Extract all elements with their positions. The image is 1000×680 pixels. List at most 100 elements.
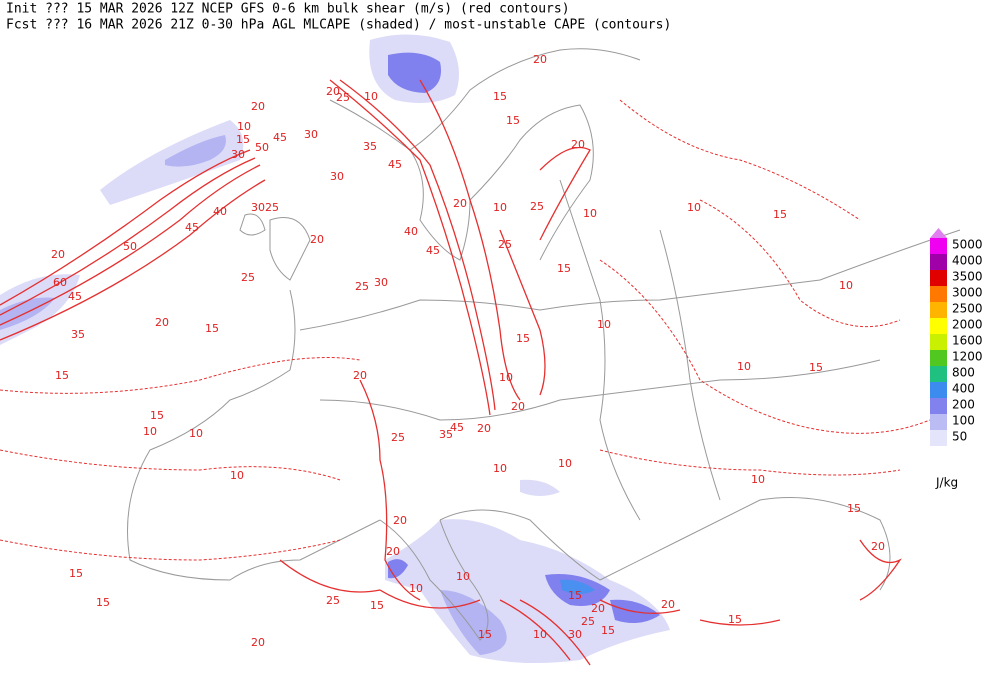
contour-label: 20 xyxy=(477,422,491,435)
contour xyxy=(699,199,901,328)
contour-label: 15 xyxy=(773,208,787,221)
contour xyxy=(0,449,341,481)
contour xyxy=(859,539,902,601)
contour-label: 25 xyxy=(581,615,595,628)
contour-label: 15 xyxy=(557,262,571,275)
contour-label: 10 xyxy=(230,469,244,482)
contour-label: 10 xyxy=(687,201,701,214)
contour-label: 25 xyxy=(336,91,350,104)
contour xyxy=(0,157,256,316)
contour xyxy=(0,357,361,394)
contour-label: 15 xyxy=(150,409,164,422)
contour-label: 15 xyxy=(96,596,110,609)
contour xyxy=(419,79,521,401)
contour-label: 15 xyxy=(478,628,492,641)
colorbar-swatch xyxy=(930,350,947,366)
header-line: Fcst ??? 16 MAR 2026 21Z 0-30 hPa AGL ML… xyxy=(6,18,671,33)
colorbar-unit: J/kg xyxy=(935,476,958,490)
contour-label: 45 xyxy=(450,421,464,434)
colorbar-swatch xyxy=(930,238,947,254)
contour-label: 15 xyxy=(568,589,582,602)
contour-label: 20 xyxy=(310,233,324,246)
contour-label: 10 xyxy=(409,582,423,595)
border xyxy=(659,229,721,501)
colorbar: 5000 4000 3500 3000 2500 2000 1600 1200 800 400 20… xyxy=(930,228,983,446)
contour xyxy=(359,379,421,601)
contour-label: 10 xyxy=(456,570,470,583)
border xyxy=(319,359,881,421)
colorbar-swatch xyxy=(930,334,947,350)
contour-label: 15 xyxy=(847,502,861,515)
contour-label: 10 xyxy=(597,318,611,331)
contour-label: 15 xyxy=(809,361,823,374)
coastline xyxy=(379,519,489,641)
contour-label: 20 xyxy=(251,636,265,649)
contour xyxy=(0,164,261,326)
colorbar-label: 1200 xyxy=(952,350,983,364)
border xyxy=(559,179,641,521)
contour-label: 15 xyxy=(236,133,250,146)
contour xyxy=(619,99,861,221)
contour-label: 45 xyxy=(426,244,440,257)
colorbar-swatch xyxy=(930,270,947,286)
colorbar-label: 200 xyxy=(952,398,975,412)
contour-label: 20 xyxy=(251,100,265,113)
contour xyxy=(0,179,266,341)
colorbar-swatch xyxy=(930,254,947,270)
colorbar-swatch xyxy=(930,414,947,430)
colorbar-label: 2500 xyxy=(952,302,983,316)
contour-label: 25 xyxy=(530,200,544,213)
contour-label: 15 xyxy=(370,599,384,612)
contour-label: 30 xyxy=(231,148,245,161)
colorbar-label: 400 xyxy=(952,382,975,396)
shade xyxy=(385,519,670,664)
contour-label: 10 xyxy=(751,473,765,486)
contour-label: 15 xyxy=(516,332,530,345)
colorbar-label: 5000 xyxy=(952,238,983,252)
shear-contours xyxy=(0,79,931,666)
contour-label: 15 xyxy=(728,613,742,626)
contour-label: 20 xyxy=(511,400,525,413)
coastline xyxy=(269,217,311,281)
border xyxy=(299,229,961,331)
coastline xyxy=(329,48,641,151)
colorbar-label: 2000 xyxy=(952,318,983,332)
contour xyxy=(539,146,591,241)
colorbar-label: 800 xyxy=(952,366,975,380)
coastline xyxy=(409,149,471,261)
contour-label: 50 xyxy=(255,141,269,154)
contour-label: 20 xyxy=(353,369,367,382)
colorbar-swatch xyxy=(930,286,947,302)
header-line: Init ??? 15 MAR 2026 12Z NCEP GFS 0-6 km… xyxy=(6,2,570,17)
coastline xyxy=(239,213,266,236)
contour xyxy=(499,229,546,396)
contour xyxy=(0,149,251,306)
contour-label: 20 xyxy=(591,602,605,615)
contour-label: 10 xyxy=(533,628,547,641)
contour-label: 25 xyxy=(326,594,340,607)
shade xyxy=(520,479,560,496)
contour xyxy=(599,599,781,626)
contour-label: 10 xyxy=(558,457,572,470)
contour-label: 20 xyxy=(661,598,675,611)
contour-label: 35 xyxy=(71,328,85,341)
contour-label: 45 xyxy=(273,131,287,144)
contour-label: 20 xyxy=(871,540,885,553)
contour-label: 15 xyxy=(205,322,219,335)
contour-label: 60 xyxy=(53,276,67,289)
contour-label: 40 xyxy=(404,225,418,238)
coastlines xyxy=(127,48,961,641)
colorbar-swatch xyxy=(930,382,947,398)
contour-label: 20 xyxy=(453,197,467,210)
contour-label: 10 xyxy=(493,201,507,214)
colorbar-label: 3000 xyxy=(952,286,983,300)
contour-label: 25 xyxy=(391,431,405,444)
contour-label: 35 xyxy=(439,428,453,441)
contour-label: 15 xyxy=(55,369,69,382)
contour-label: 10 xyxy=(583,207,597,220)
contour-label: 15 xyxy=(69,567,83,580)
contour xyxy=(279,559,481,609)
contour-label: 10 xyxy=(839,279,853,292)
contour-label: 30 xyxy=(304,128,318,141)
